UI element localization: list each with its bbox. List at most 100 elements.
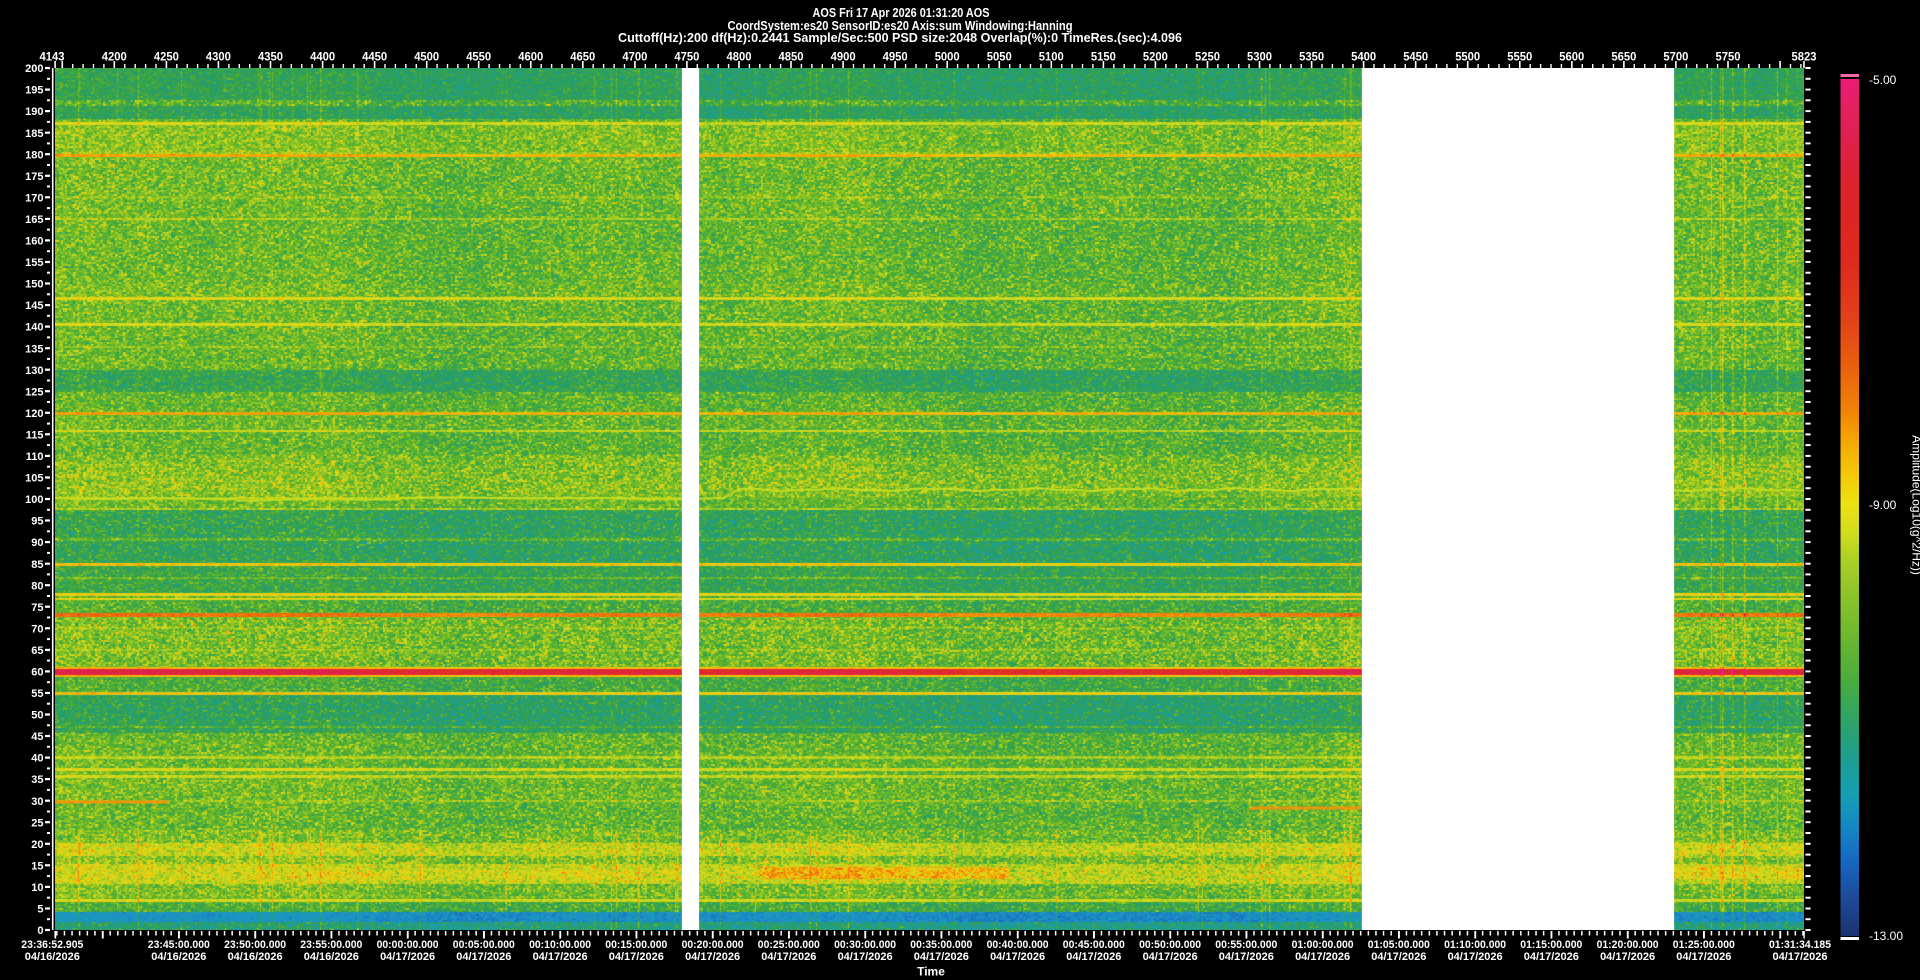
svg-text:5700: 5700: [1663, 50, 1688, 64]
svg-text:04/17/2026: 04/17/2026: [1600, 951, 1655, 963]
svg-text:-9.00: -9.00: [1869, 498, 1897, 512]
svg-text:01:31:34.185: 01:31:34.185: [1769, 939, 1831, 951]
svg-text:4450: 4450: [362, 50, 387, 64]
svg-text:Amplitude(Log10(g^2/Hz)): Amplitude(Log10(g^2/Hz)): [1910, 435, 1920, 575]
svg-text:00:20:00.000: 00:20:00.000: [682, 939, 744, 951]
svg-text:10: 10: [31, 882, 43, 894]
svg-text:01:05:00.000: 01:05:00.000: [1368, 939, 1430, 951]
svg-text:04/17/2026: 04/17/2026: [990, 951, 1045, 963]
svg-text:04/17/2026: 04/17/2026: [609, 951, 664, 963]
svg-text:AOS Fri 17 Apr 2026 01:31:20: AOS Fri 17 Apr 2026 01:31:20 AOS: [813, 5, 990, 20]
svg-text:4950: 4950: [883, 50, 908, 64]
svg-text:23:50:00.000: 23:50:00.000: [224, 939, 286, 951]
svg-text:185: 185: [25, 128, 43, 140]
svg-text:5100: 5100: [1039, 50, 1064, 64]
svg-text:04/17/2026: 04/17/2026: [1295, 951, 1350, 963]
svg-text:5350: 5350: [1299, 50, 1324, 64]
svg-text:4700: 4700: [622, 50, 647, 64]
svg-text:04/17/2026: 04/17/2026: [533, 951, 588, 963]
svg-text:CoordSystem:es20 SensorID:es: CoordSystem:es20 SensorID:es20 Axis:sum …: [728, 19, 1073, 33]
svg-text:60: 60: [31, 667, 43, 679]
svg-text:45: 45: [31, 731, 43, 743]
svg-text:120: 120: [25, 408, 43, 420]
svg-text:00:15:00.000: 00:15:00.000: [605, 939, 667, 951]
svg-text:40: 40: [31, 753, 43, 765]
svg-text:75: 75: [31, 602, 43, 614]
svg-text:80: 80: [31, 580, 43, 592]
svg-text:20: 20: [31, 839, 43, 851]
svg-text:85: 85: [31, 559, 43, 571]
svg-text:135: 135: [25, 343, 43, 355]
svg-text:0: 0: [37, 925, 43, 937]
svg-text:50: 50: [31, 710, 43, 722]
svg-text:175: 175: [25, 171, 43, 183]
svg-text:155: 155: [25, 257, 43, 269]
svg-text:95: 95: [31, 516, 43, 528]
svg-text:00:45:00.000: 00:45:00.000: [1063, 939, 1125, 951]
svg-text:04/17/2026: 04/17/2026: [761, 951, 816, 963]
svg-text:04/16/2026: 04/16/2026: [304, 951, 359, 963]
svg-text:65: 65: [31, 645, 43, 657]
svg-text:165: 165: [25, 214, 43, 226]
svg-text:04/17/2026: 04/17/2026: [1676, 951, 1731, 963]
svg-text:130: 130: [25, 365, 43, 377]
svg-text:01:15:00.000: 01:15:00.000: [1520, 939, 1582, 951]
svg-text:4143: 4143: [40, 50, 65, 64]
svg-text:4200: 4200: [102, 50, 127, 64]
svg-text:115: 115: [26, 430, 44, 442]
svg-text:4600: 4600: [518, 50, 543, 64]
svg-text:160: 160: [25, 236, 43, 248]
svg-text:04/17/2026: 04/17/2026: [1066, 951, 1121, 963]
svg-text:70: 70: [31, 623, 43, 635]
svg-text:04/17/2026: 04/17/2026: [1448, 951, 1503, 963]
svg-text:180: 180: [25, 149, 43, 161]
svg-text:105: 105: [25, 473, 43, 485]
svg-text:4550: 4550: [466, 50, 491, 64]
svg-text:4650: 4650: [570, 50, 595, 64]
svg-text:23:45:00.000: 23:45:00.000: [148, 939, 210, 951]
svg-text:5000: 5000: [935, 50, 960, 64]
svg-text:04/17/2026: 04/17/2026: [1143, 951, 1198, 963]
svg-text:4300: 4300: [206, 50, 231, 64]
svg-text:01:10:00.000: 01:10:00.000: [1444, 939, 1506, 951]
svg-text:5050: 5050: [987, 50, 1012, 64]
svg-text:23:55:00.000: 23:55:00.000: [300, 939, 362, 951]
svg-text:-5.00: -5.00: [1869, 73, 1897, 87]
svg-text:5: 5: [37, 904, 43, 916]
svg-text:195: 195: [25, 85, 43, 97]
svg-text:04/16/2026: 04/16/2026: [151, 951, 206, 963]
svg-text:5150: 5150: [1091, 50, 1116, 64]
svg-text:23:36:52.905: 23:36:52.905: [21, 939, 83, 951]
svg-text:04/17/2026: 04/17/2026: [1524, 951, 1579, 963]
svg-text:Cuttoff(Hz):200 df(Hz):0.24: Cuttoff(Hz):200 df(Hz):0.2441 Sample/Sec…: [618, 31, 1182, 45]
svg-text:190: 190: [25, 106, 43, 118]
svg-text:5550: 5550: [1507, 50, 1532, 64]
svg-text:04/17/2026: 04/17/2026: [1371, 951, 1426, 963]
svg-text:04/17/2026: 04/17/2026: [838, 951, 893, 963]
svg-text:5823: 5823: [1792, 50, 1817, 64]
svg-text:5400: 5400: [1351, 50, 1376, 64]
svg-text:04/16/2026: 04/16/2026: [228, 951, 283, 963]
svg-text:4250: 4250: [154, 50, 179, 64]
svg-text:00:55:00.000: 00:55:00.000: [1215, 939, 1277, 951]
svg-text:55: 55: [31, 688, 43, 700]
svg-text:04/16/2026: 04/16/2026: [25, 951, 80, 963]
svg-text:140: 140: [25, 322, 43, 334]
svg-text:5650: 5650: [1611, 50, 1636, 64]
svg-text:170: 170: [25, 192, 43, 204]
svg-text:110: 110: [26, 451, 44, 463]
svg-text:15: 15: [31, 861, 43, 873]
svg-text:00:10:00.000: 00:10:00.000: [529, 939, 591, 951]
svg-text:35: 35: [31, 774, 43, 786]
svg-text:5300: 5300: [1247, 50, 1272, 64]
svg-text:01:20:00.000: 01:20:00.000: [1597, 939, 1659, 951]
svg-text:5250: 5250: [1195, 50, 1220, 64]
svg-text:04/17/2026: 04/17/2026: [914, 951, 969, 963]
svg-text:4400: 4400: [310, 50, 335, 64]
svg-text:145: 145: [25, 300, 43, 312]
svg-text:00:30:00.000: 00:30:00.000: [834, 939, 896, 951]
svg-text:04/17/2026: 04/17/2026: [1219, 951, 1274, 963]
svg-text:01:25:00.000: 01:25:00.000: [1673, 939, 1735, 951]
svg-text:04/17/2026: 04/17/2026: [1772, 951, 1827, 963]
svg-text:150: 150: [25, 279, 43, 291]
